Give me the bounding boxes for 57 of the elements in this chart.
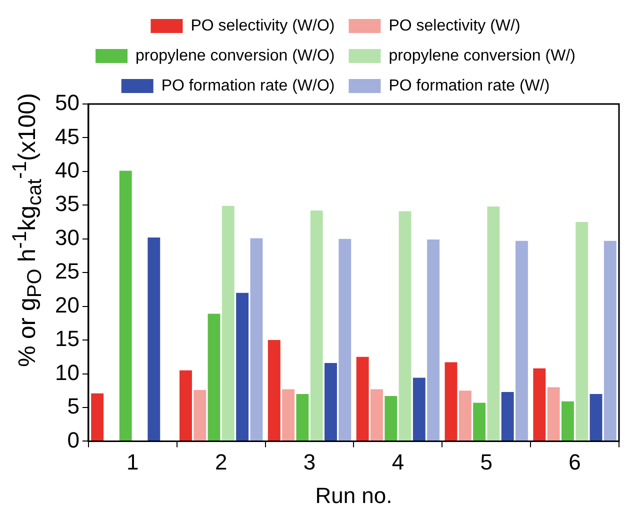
y-tick-label: 10 <box>54 360 80 385</box>
bar <box>282 389 295 441</box>
bar <box>338 238 352 441</box>
bar <box>180 370 192 441</box>
bar <box>501 392 514 441</box>
bar <box>473 402 486 441</box>
bar <box>384 396 398 441</box>
bar <box>250 238 263 441</box>
bar <box>324 362 337 441</box>
legend-label: PO selectivity (W/O) <box>190 17 335 34</box>
bar <box>356 356 369 441</box>
bar <box>604 240 616 441</box>
bar <box>427 240 440 441</box>
bar <box>310 210 323 441</box>
bar <box>296 394 309 441</box>
bar <box>222 206 234 441</box>
bar <box>533 368 546 441</box>
bar <box>148 238 160 441</box>
y-tick-label: 15 <box>54 326 80 352</box>
y-tick-label: 30 <box>54 224 80 250</box>
bar <box>370 389 383 441</box>
bar <box>236 292 249 441</box>
bar <box>576 222 588 441</box>
y-tick-label: 35 <box>54 191 80 216</box>
y-tick-label: 0 <box>67 427 80 452</box>
bar <box>208 314 220 441</box>
x-tick-label: 4 <box>392 449 404 474</box>
legend-label: PO formation rate (W/) <box>388 77 550 94</box>
legend-label: propylene conversion (W/) <box>388 47 576 64</box>
bar <box>516 240 528 441</box>
bar <box>590 394 602 441</box>
bar <box>444 362 458 441</box>
bar <box>412 378 426 441</box>
legend-label: PO formation rate (W/O) <box>161 77 335 94</box>
legend-label: propylene conversion (W/O) <box>136 47 335 64</box>
bar <box>561 401 574 441</box>
bar <box>487 206 500 441</box>
x-tick-label: 3 <box>303 449 316 474</box>
y-tick-label: 25 <box>54 258 80 284</box>
legend-label: PO selectivity (W/) <box>388 17 520 34</box>
y-tick-label: 50 <box>54 90 80 116</box>
x-tick-label: 1 <box>126 449 139 474</box>
x-axis-title: Run no. <box>315 482 392 508</box>
y-tick-label: 40 <box>54 158 80 183</box>
y-tick-label: 5 <box>67 394 80 419</box>
bar <box>91 393 104 441</box>
bar <box>458 390 472 441</box>
x-tick-label: 6 <box>568 449 581 474</box>
bar <box>119 170 132 441</box>
x-tick-label: 2 <box>214 449 228 474</box>
y-tick-label: 45 <box>54 124 80 149</box>
bar <box>194 390 206 441</box>
bar <box>398 211 412 441</box>
y-tick-label: 20 <box>54 292 80 318</box>
bar <box>547 387 560 441</box>
bar <box>268 340 280 441</box>
x-tick-label: 5 <box>480 449 492 474</box>
